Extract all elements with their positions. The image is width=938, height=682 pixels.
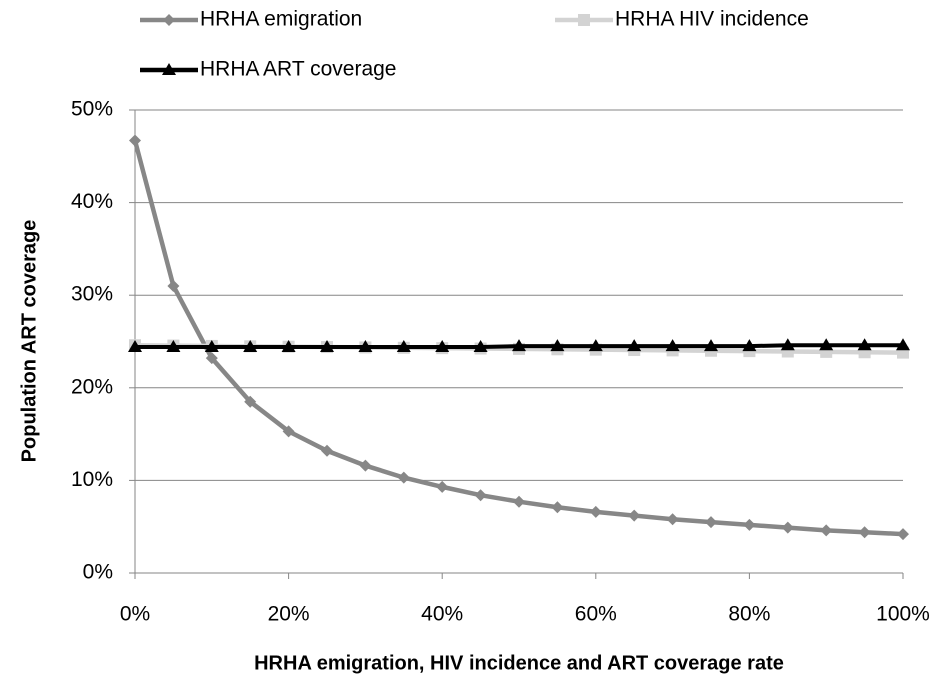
marker: [627, 339, 642, 352]
x-tick-label: 60%: [575, 603, 617, 626]
y-axis-label: Population ART coverage: [18, 220, 40, 463]
marker: [578, 14, 590, 26]
marker: [781, 521, 794, 534]
marker: [359, 459, 372, 472]
x-tick-label: 0%: [120, 603, 150, 626]
marker: [321, 444, 333, 457]
marker: [396, 340, 411, 353]
marker: [704, 339, 718, 352]
marker: [244, 395, 257, 408]
marker: [358, 340, 373, 353]
x-tick-label: 20%: [268, 603, 310, 626]
marker: [474, 489, 487, 502]
marker: [129, 134, 141, 147]
marker: [205, 352, 218, 365]
marker: [820, 524, 833, 537]
y-tick-label: 30%: [71, 283, 113, 306]
marker: [204, 340, 219, 353]
marker: [435, 340, 450, 353]
marker: [896, 338, 910, 351]
y-tick-label: 40%: [71, 190, 113, 213]
marker: [628, 509, 641, 522]
marker: [281, 340, 296, 353]
marker: [819, 338, 834, 351]
marker: [166, 340, 181, 353]
y-tick-label: 20%: [71, 375, 113, 398]
y-tick-label: 0%: [83, 561, 113, 584]
marker: [436, 480, 449, 493]
marker: [705, 516, 717, 529]
series-line: [132, 139, 904, 537]
marker: [743, 518, 756, 531]
marker: [551, 501, 564, 514]
marker: [243, 340, 258, 353]
marker: [897, 528, 909, 541]
marker: [550, 339, 565, 352]
marker: [473, 340, 488, 353]
marker: [128, 340, 142, 353]
x-tick-label: 100%: [876, 603, 930, 626]
x-tick-label: 40%: [421, 603, 463, 626]
marker: [588, 339, 603, 352]
marker: [162, 63, 176, 75]
marker: [780, 338, 795, 351]
marker: [589, 505, 602, 518]
marker: [665, 339, 680, 352]
marker: [512, 339, 526, 352]
marker: [666, 513, 679, 526]
marker: [163, 14, 175, 26]
marker: [513, 495, 525, 508]
legend-label: HRHA HIV incidence: [615, 8, 809, 31]
marker: [320, 340, 334, 353]
legend-label: HRHA emigration: [200, 8, 362, 31]
marker: [282, 425, 295, 438]
marker: [397, 471, 410, 484]
marker: [167, 279, 180, 292]
marker: [742, 339, 757, 352]
x-tick-label: 80%: [728, 603, 770, 626]
marker: [858, 526, 871, 539]
legend-label: HRHA ART coverage: [200, 58, 397, 81]
marker: [857, 338, 872, 351]
x-axis-label: HRHA emigration, HIV incidence and ART c…: [254, 652, 784, 674]
y-tick-label: 10%: [71, 468, 113, 491]
y-tick-label: 50%: [71, 98, 113, 121]
